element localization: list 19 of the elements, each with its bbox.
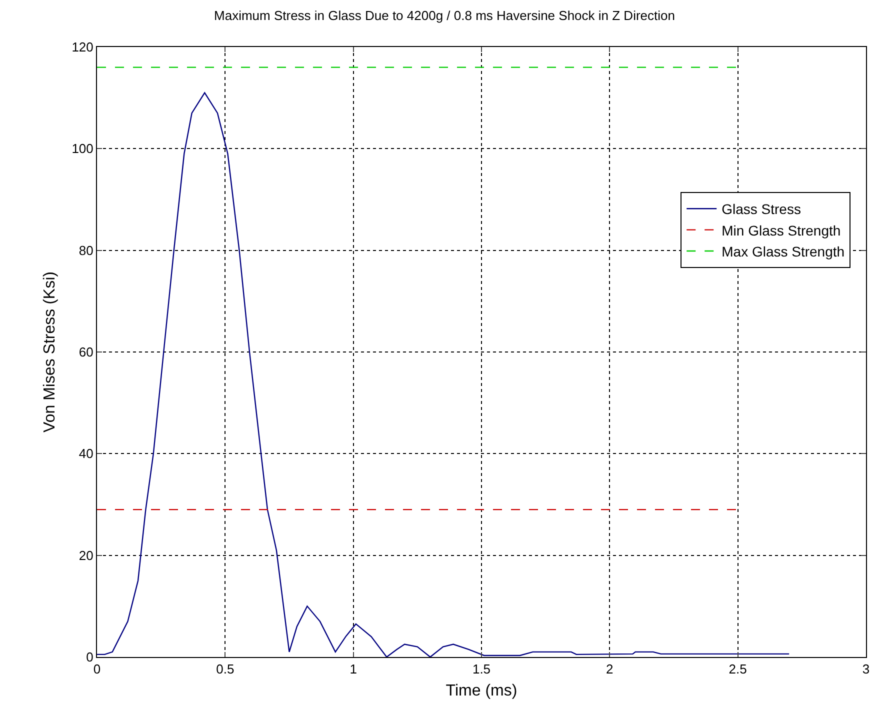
y-tick-label: 80 <box>78 242 94 258</box>
y-tick-label: 20 <box>78 548 94 563</box>
x-axis-title: Time (ms) <box>446 682 518 700</box>
x-tick-label: 1 <box>350 662 357 677</box>
y-tick-label: 40 <box>78 446 94 462</box>
y-tick-label: 0 <box>86 650 94 665</box>
legend-label: Max Glass Strength <box>722 243 845 260</box>
legend-label: Glass Stress <box>722 201 801 218</box>
x-tick-label: 0.5 <box>216 662 234 677</box>
chart-title: Maximum Stress in Glass Due to 4200g / 0.8 ms Haversine Shock in Z Direction <box>214 8 675 23</box>
y-tick-label: 100 <box>72 141 94 156</box>
x-tick-label: 2 <box>606 662 614 677</box>
y-tick-label: 60 <box>78 344 94 360</box>
y-tick-label: 120 <box>72 40 94 55</box>
x-tick-label: 1.5 <box>472 662 491 677</box>
legend-label: Min Glass Strength <box>722 222 841 238</box>
x-tick-label: 3 <box>862 662 870 677</box>
y-axis-title: Von Mises Stress (Ksi) <box>42 272 59 432</box>
x-tick-label: 2.5 <box>728 662 747 677</box>
